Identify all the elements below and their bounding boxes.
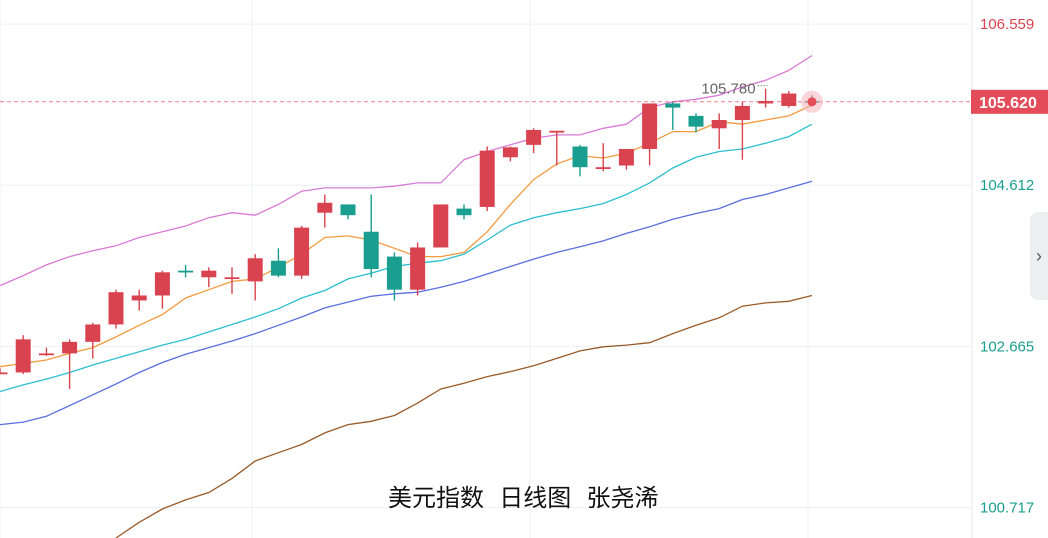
candle-body — [108, 292, 124, 325]
line-ma10 — [0, 123, 813, 393]
candle-body — [131, 295, 147, 301]
candle-body — [38, 353, 54, 356]
candle-body — [294, 227, 310, 276]
y-tick-label: 102.665 — [980, 338, 1034, 355]
candle-body — [711, 120, 727, 129]
y-axis: 106.559 104.612 102.665 100.717 105.620 — [971, 16, 1048, 517]
chart-caption: 美元指数 日线图 张尧浠 — [388, 484, 659, 512]
candle-body — [201, 270, 217, 278]
candle-body — [456, 208, 472, 216]
candlesticks — [0, 88, 820, 390]
candle-body — [363, 231, 379, 269]
candle-body — [317, 202, 333, 213]
candle-body — [549, 130, 565, 133]
line-ma20 — [0, 180, 813, 426]
line-bb_upper — [0, 54, 813, 287]
candle-body — [247, 258, 263, 282]
chart-grid — [0, 0, 973, 538]
candle-body — [410, 247, 426, 290]
candle-body — [665, 103, 681, 108]
candle-body — [688, 115, 704, 127]
candle-body — [0, 372, 8, 375]
candle-body — [85, 324, 101, 342]
line-ma5 — [0, 104, 813, 368]
candle-body — [386, 256, 402, 290]
candle-body — [572, 146, 588, 168]
candle-body — [642, 103, 658, 149]
high-price-label: 105.780 — [701, 81, 755, 98]
current-price-label: 105.620 — [979, 95, 1037, 112]
current-price-badge — [971, 89, 1048, 114]
candle-body — [154, 272, 170, 296]
candle-body — [340, 204, 356, 216]
candle-body — [526, 129, 542, 145]
candle-body — [479, 150, 495, 207]
candle-body — [270, 260, 286, 276]
candle-body — [595, 167, 611, 169]
y-tick-label: 106.559 — [980, 16, 1034, 33]
line-ma60 — [115, 294, 813, 538]
candle-body — [15, 339, 31, 373]
candle-body — [502, 147, 518, 158]
indicator-lines — [0, 54, 813, 538]
candle-body — [178, 270, 194, 273]
candle-body — [433, 204, 449, 248]
y-tick-label: 104.612 — [980, 177, 1034, 194]
candle-body — [618, 148, 634, 166]
candle-body — [781, 93, 797, 106]
candle-body — [62, 341, 78, 354]
price-overlay: 105.780 — [0, 81, 972, 113]
candle-body — [734, 105, 750, 121]
y-tick-label: 100.717 — [980, 500, 1034, 517]
candle-body — [224, 277, 240, 280]
chevron-right-icon[interactable]: › — [1030, 212, 1048, 300]
current-price-dot — [807, 97, 817, 107]
